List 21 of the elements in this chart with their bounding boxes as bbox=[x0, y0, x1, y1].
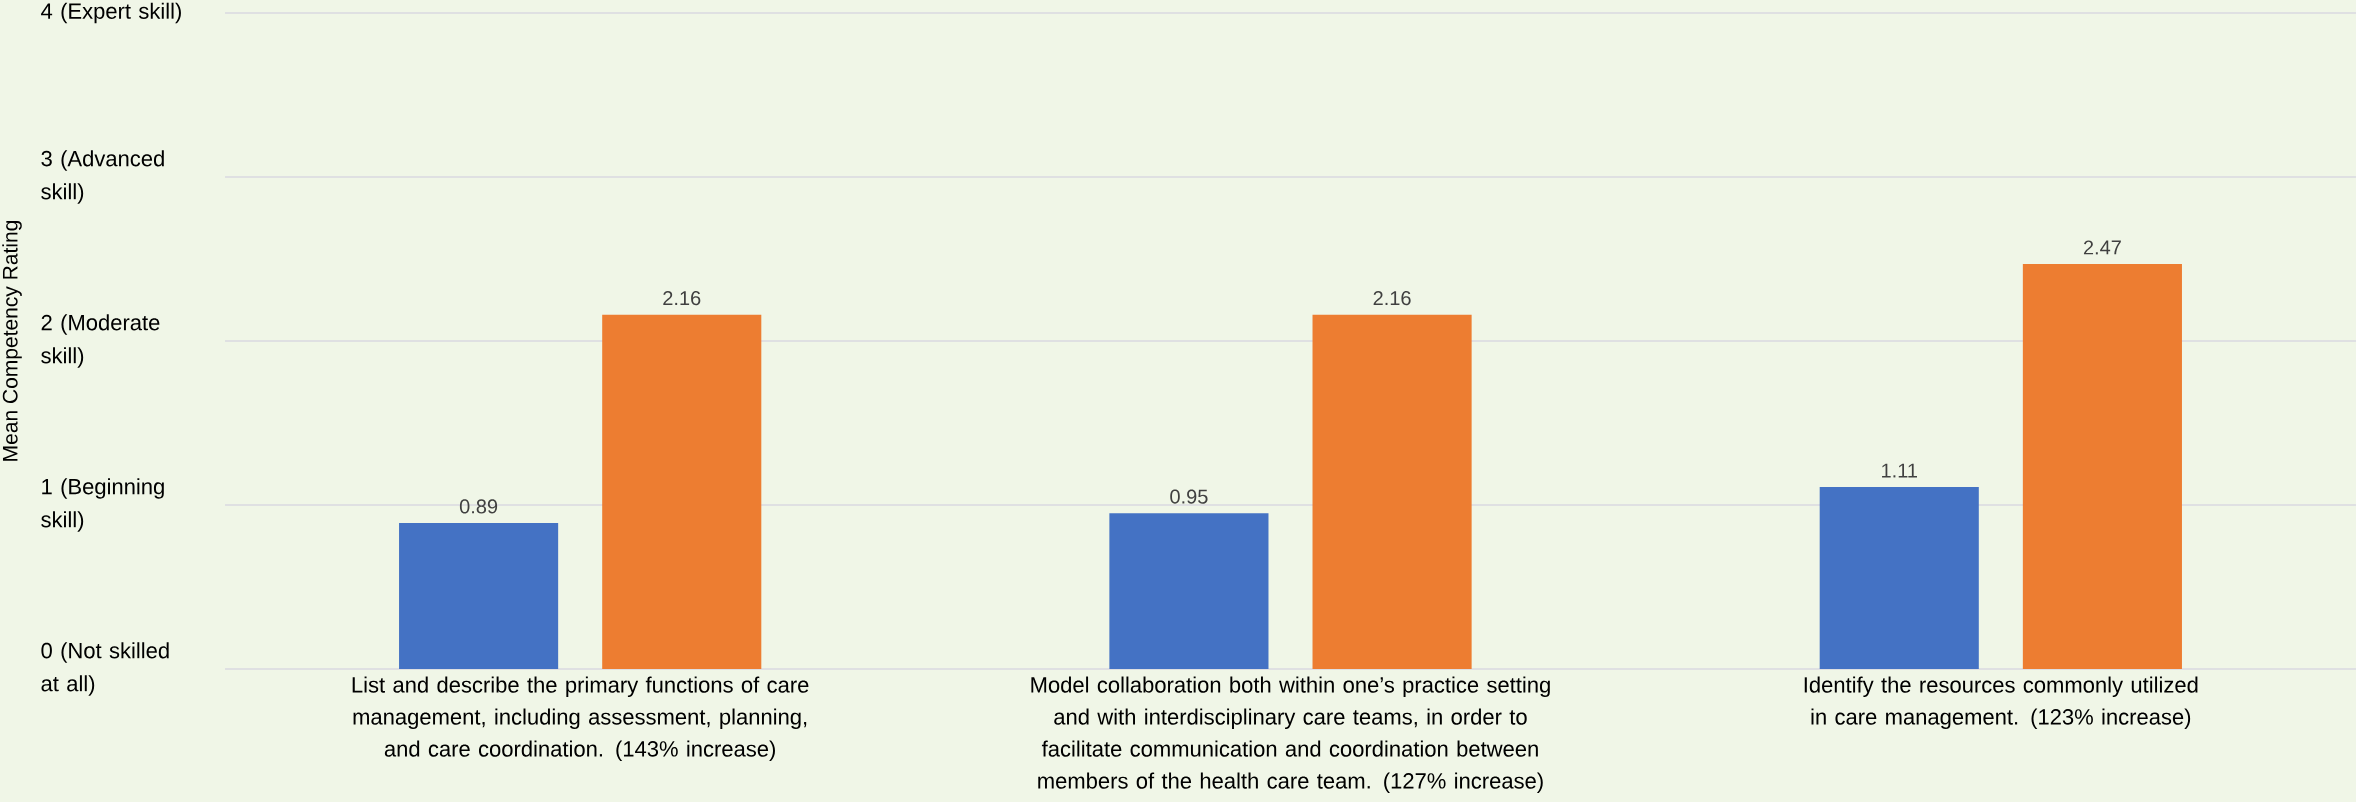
y-tick-label: 3 (Advanced skill) bbox=[41, 150, 164, 204]
bar bbox=[2022, 263, 2182, 669]
data-label: 2.47 bbox=[2083, 240, 2121, 255]
y-tick-label: 0 (Not skilled at all) bbox=[41, 642, 169, 696]
y-tick-label: 4 (Expert skill) bbox=[41, 2, 181, 24]
bar bbox=[602, 314, 762, 669]
y-tick-label: 2 (Moderate skill) bbox=[41, 314, 160, 368]
y-axis-title: Mean Competency Rating bbox=[2, 221, 22, 461]
bar bbox=[399, 523, 559, 669]
x-tick-label: Identify the resources commonly utilized in care management. (123% increase) bbox=[1804, 676, 2198, 730]
bar bbox=[1819, 486, 1979, 669]
data-label: 0.95 bbox=[1170, 489, 1208, 504]
bar bbox=[1109, 513, 1269, 669]
data-label: 0.89 bbox=[459, 499, 498, 514]
x-tick-label: Model collaboration both within one’s practice setting and with interdisciplinary care teams, in order to facilitate communication and coordination between members of the health care team. (127% increase) bbox=[1031, 676, 1550, 794]
data-label: 2.16 bbox=[1373, 291, 1411, 306]
y-tick-label: 1 (Beginning skill) bbox=[41, 478, 164, 532]
x-tick-label: List and describe the primary functions of care management, including assessment, planning, and care coordination. (143% increase) bbox=[352, 676, 809, 762]
bar bbox=[1312, 314, 1472, 669]
data-label: 1.11 bbox=[1882, 463, 1917, 478]
data-label: 2.16 bbox=[663, 291, 701, 306]
